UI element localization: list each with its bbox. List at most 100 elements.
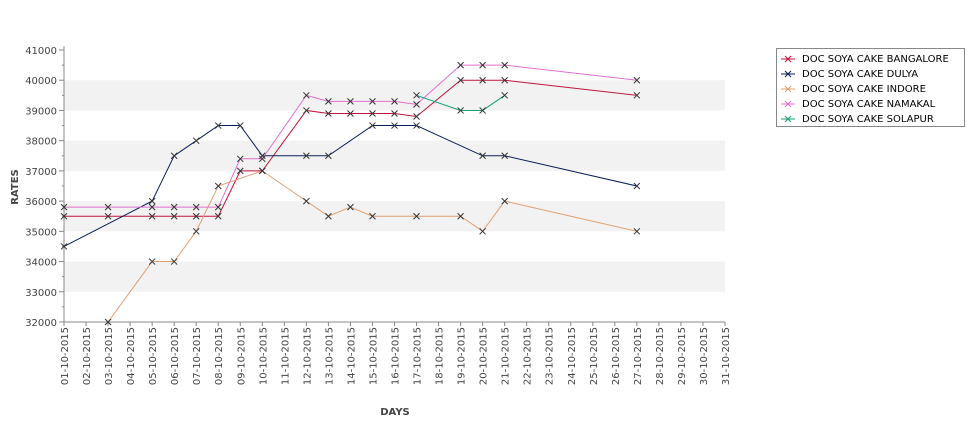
data-point-marker — [258, 155, 266, 163]
data-point-marker — [391, 110, 398, 117]
data-point-marker — [413, 101, 420, 108]
x-tick-label: 31-10-2015 — [721, 327, 732, 385]
data-point-marker — [501, 61, 509, 69]
grid-band — [64, 261, 725, 292]
x-tick-label: 04-10-2015 — [126, 327, 137, 385]
x-axis-title: DAYS — [380, 407, 410, 418]
grid-bands — [64, 50, 725, 322]
data-point-marker — [413, 212, 420, 220]
data-point-marker — [170, 152, 178, 160]
data-point-marker — [325, 152, 332, 160]
legend-marker-icon — [781, 100, 795, 108]
x-tick-label: 13-10-2015 — [324, 327, 335, 385]
x-tick-label: 19-10-2015 — [457, 327, 468, 385]
legend-label: DOC SOYA CAKE NAMAKAL — [802, 98, 936, 110]
data-point-marker — [148, 258, 156, 265]
data-point-marker — [214, 212, 222, 220]
legend-item-bangalore: DOC SOYA CAKE BANGALORE — [781, 52, 949, 66]
y-tick-label: 38000 — [25, 137, 57, 148]
data-point-marker — [170, 203, 178, 211]
data-point-marker — [633, 227, 641, 235]
data-point-marker — [170, 258, 178, 265]
data-point-marker — [214, 203, 222, 211]
data-point-marker — [192, 227, 200, 235]
data-point-marker — [325, 98, 332, 105]
x-tick-label: 17-10-2015 — [413, 327, 424, 385]
y-tick-label: 36000 — [25, 197, 57, 208]
data-point-marker — [413, 113, 420, 120]
legend-x-marker — [784, 85, 792, 93]
data-point-marker — [501, 152, 509, 160]
data-point-marker — [303, 91, 310, 99]
data-point-marker — [148, 212, 156, 220]
x-tick-label: 28-10-2015 — [655, 327, 666, 385]
x-tick-label: 29-10-2015 — [677, 327, 688, 385]
data-point-marker — [457, 107, 464, 114]
x-tick-label: 03-10-2015 — [104, 327, 115, 385]
y-axis-title: RATES — [10, 169, 21, 205]
data-point-marker — [60, 212, 68, 220]
data-point-marker — [479, 107, 486, 114]
legend-marker-icon — [781, 55, 795, 63]
legend: DOC SOYA CAKE BANGALORE DOC SOYA CAKE DU… — [776, 48, 965, 127]
legend-label: DOC SOYA CAKE DULYA — [802, 68, 919, 80]
data-point-marker — [148, 197, 156, 205]
x-tick-label: 18-10-2015 — [435, 327, 446, 385]
grid-band — [64, 140, 725, 171]
data-point-marker — [303, 152, 310, 160]
data-point-marker — [104, 212, 112, 220]
data-point-marker — [347, 203, 354, 211]
legend-marker-icon — [781, 85, 795, 93]
data-point-marker — [479, 152, 486, 160]
x-tick-label: 06-10-2015 — [170, 327, 181, 385]
y-tick-label: 39000 — [25, 106, 57, 117]
data-point-marker — [479, 76, 486, 84]
x-tick-label: 08-10-2015 — [214, 327, 225, 385]
y-tick-label: 41000 — [25, 46, 57, 57]
data-point-marker — [325, 212, 332, 220]
x-tick-label: 30-10-2015 — [699, 327, 710, 385]
x-tick-label: 21-10-2015 — [501, 327, 512, 385]
legend-item-dulya: DOC SOYA CAKE DULYA — [781, 67, 918, 81]
data-point-marker — [369, 212, 376, 220]
data-point-marker — [369, 110, 376, 117]
data-point-marker — [192, 203, 200, 211]
series-line-4 — [416, 94, 505, 111]
series-line-3 — [64, 64, 637, 208]
data-point-marker — [501, 76, 509, 84]
legend-marker-icon — [781, 70, 795, 78]
data-point-marker — [633, 76, 641, 84]
legend-x-marker — [784, 115, 792, 123]
y-tick-label: 37000 — [25, 167, 57, 178]
data-point-marker — [258, 167, 266, 175]
data-point-marker — [192, 137, 200, 145]
x-tick-label: 10-10-2015 — [258, 327, 269, 385]
data-point-marker — [369, 122, 376, 129]
data-point-marker — [347, 110, 354, 117]
data-point-marker — [60, 243, 68, 250]
y-axis: 32000 33000 34000 35000 36000 37000 38000 39000… — [25, 46, 65, 329]
legend-label: DOC SOYA CAKE INDORE — [802, 83, 926, 95]
data-point-marker — [457, 212, 464, 220]
legend-x-marker — [784, 70, 792, 78]
legend-label: DOC SOYA CAKE BANGALORE — [802, 53, 949, 65]
data-point-marker — [479, 227, 486, 235]
y-tick-label: 35000 — [25, 227, 57, 238]
data-point-marker — [369, 98, 376, 105]
y-tick-label: 40000 — [25, 76, 57, 87]
x-tick-label: 02-10-2015 — [82, 327, 93, 385]
x-tick-label: 15-10-2015 — [368, 327, 379, 385]
data-point-marker — [258, 152, 266, 160]
x-tick-label: 20-10-2015 — [479, 327, 490, 385]
data-point-marker — [501, 197, 509, 205]
data-point-marker — [236, 167, 244, 175]
data-point-marker — [236, 122, 244, 129]
x-tick-label: 25-10-2015 — [589, 327, 600, 385]
data-point-marker — [148, 203, 156, 211]
x-tick-label: 27-10-2015 — [633, 327, 644, 385]
x-tick-label: 01-10-2015 — [60, 327, 71, 385]
legend-marker-icon — [781, 115, 795, 123]
legend-item-solapur: DOC SOYA CAKE SOLAPUR — [781, 112, 934, 126]
data-point-marker — [214, 182, 222, 190]
